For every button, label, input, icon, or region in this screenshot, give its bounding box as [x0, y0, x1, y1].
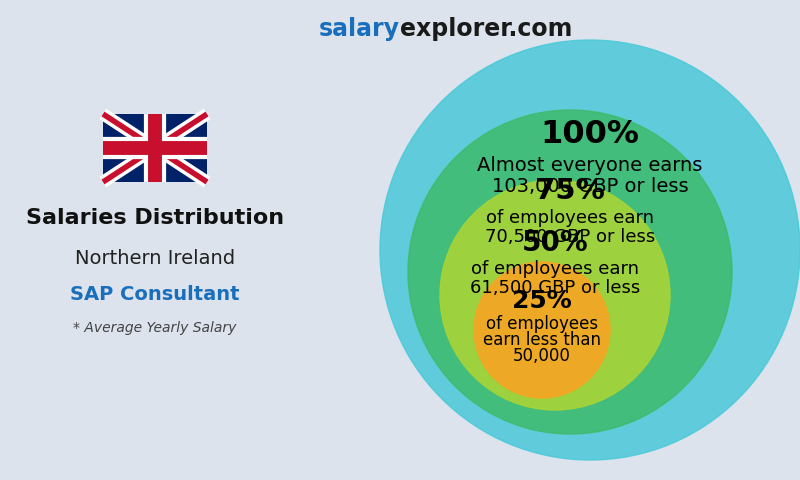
Text: 50%: 50%: [522, 229, 588, 257]
Circle shape: [474, 262, 610, 398]
Text: of employees: of employees: [486, 314, 598, 333]
Text: 50,000: 50,000: [513, 347, 571, 365]
Text: 103,000 GBP or less: 103,000 GBP or less: [492, 177, 688, 196]
Polygon shape: [103, 114, 207, 182]
Text: Northern Ireland: Northern Ireland: [75, 249, 235, 267]
Text: of employees earn: of employees earn: [486, 209, 654, 227]
Text: salary: salary: [319, 17, 400, 41]
Text: 70,500 GBP or less: 70,500 GBP or less: [485, 228, 655, 246]
Text: 25%: 25%: [512, 289, 572, 313]
Text: 61,500 GBP or less: 61,500 GBP or less: [470, 279, 640, 297]
Text: of employees earn: of employees earn: [471, 260, 639, 278]
Text: Almost everyone earns: Almost everyone earns: [478, 156, 702, 175]
Circle shape: [380, 40, 800, 460]
Text: 75%: 75%: [535, 177, 605, 205]
Text: explorer.com: explorer.com: [400, 17, 572, 41]
Circle shape: [408, 110, 732, 434]
Text: earn less than: earn less than: [483, 331, 601, 349]
Text: Salaries Distribution: Salaries Distribution: [26, 208, 284, 228]
Text: SAP Consultant: SAP Consultant: [70, 286, 240, 304]
Text: 100%: 100%: [541, 119, 639, 150]
Circle shape: [440, 180, 670, 410]
Text: * Average Yearly Salary: * Average Yearly Salary: [74, 321, 237, 335]
